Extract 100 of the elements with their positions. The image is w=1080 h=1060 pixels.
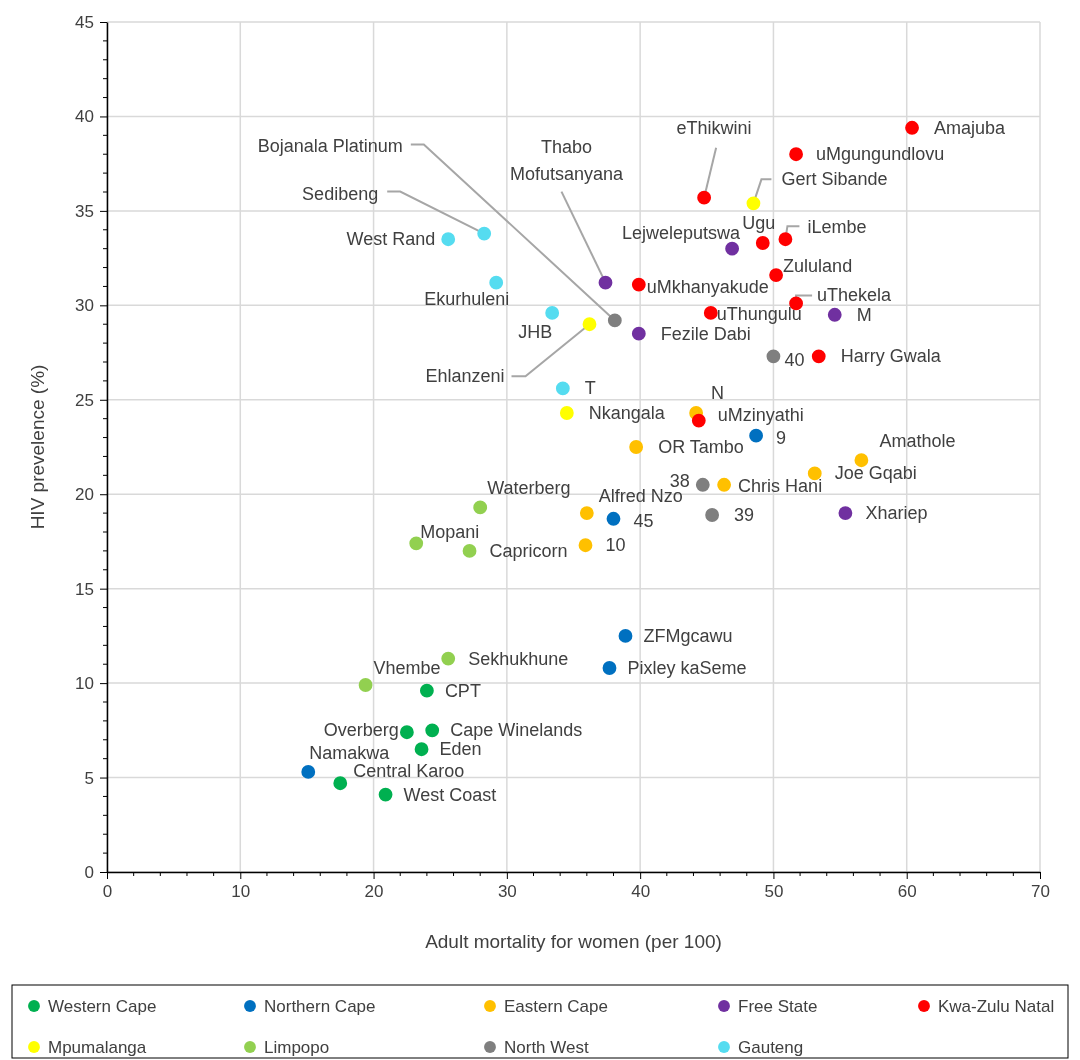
legend-label: Western Cape (48, 996, 157, 1016)
annotation: Gert Sibande (781, 169, 888, 190)
x-tick-label: 40 (631, 882, 651, 902)
point (582, 317, 597, 332)
x-tick-label: 30 (497, 882, 517, 902)
point (749, 428, 764, 443)
point (489, 275, 504, 290)
y-tick-label: 30 (75, 296, 94, 316)
annotation: Namakwa (309, 742, 391, 763)
annotation: Sedibeng (302, 183, 379, 204)
point (631, 277, 646, 292)
annotation: 45 (633, 510, 654, 531)
annotation: Capricorn (489, 540, 568, 561)
point (462, 543, 477, 558)
point (695, 477, 710, 492)
annotation: Waterberg (487, 478, 571, 499)
y-tick-label: 25 (75, 390, 94, 410)
y-tick-label: 5 (84, 768, 94, 788)
annotation: Amajuba (934, 117, 1007, 138)
point (838, 506, 853, 521)
point (697, 190, 712, 205)
legend-label: Eastern Cape (504, 996, 608, 1016)
point (399, 725, 414, 740)
point (441, 232, 456, 247)
annotation: Mopani (420, 522, 480, 543)
annotation: West Coast (403, 784, 497, 805)
point (854, 453, 869, 468)
point (618, 628, 633, 643)
x-tick-label: 60 (897, 882, 917, 902)
y-axis-title: HIV prevelence (%) (27, 364, 48, 530)
legend-label: Limpopo (264, 1037, 330, 1057)
annotation: eThikwini (676, 117, 752, 138)
x-tick-label: 20 (364, 882, 384, 902)
annotation: 40 (784, 350, 805, 371)
point (425, 723, 440, 738)
annotation: Eden (439, 739, 482, 760)
point (419, 683, 434, 698)
point (631, 326, 646, 341)
annotation: Bojanala Platinum (257, 136, 403, 157)
y-tick-label: 10 (75, 674, 94, 694)
annotation: M (856, 304, 872, 325)
annotation: uMgungundlovu (816, 144, 945, 165)
point (629, 440, 644, 454)
annotation: JHB (518, 321, 553, 342)
point (545, 305, 560, 320)
point (598, 275, 613, 290)
y-tick-label: 0 (84, 862, 94, 882)
legend-label: Kwa-Zulu Natal (938, 996, 1055, 1016)
annotation: Central Karoo (353, 761, 465, 782)
annotation: Amathole (879, 431, 956, 452)
point (607, 313, 622, 328)
point (579, 506, 594, 521)
point (755, 236, 770, 250)
annotation: uMkhanyakude (646, 276, 769, 297)
annotation: Chris Hani (738, 475, 823, 496)
annotation: Xhariep (865, 503, 928, 524)
legend-label: Gauteng (738, 1037, 804, 1057)
annotation: Thabo Mofutsanyana (509, 136, 625, 184)
annotation: 10 (605, 535, 626, 556)
annotation: Ekurhuleni (424, 288, 510, 309)
annotation: N (711, 383, 725, 403)
point (703, 305, 718, 320)
point (441, 651, 456, 666)
annotation: Vhembe (373, 658, 441, 678)
point (827, 307, 842, 322)
point (746, 196, 761, 211)
annotation: CPT (444, 680, 481, 701)
annotation: ZFMgcawu (643, 625, 733, 646)
point (717, 477, 732, 492)
point (414, 742, 429, 757)
annotation: Lejweleputswa (622, 222, 742, 243)
y-tick-label: 15 (75, 579, 94, 599)
annotation: T (584, 378, 596, 399)
point (358, 678, 373, 692)
point (811, 349, 826, 364)
y-tick-label: 40 (75, 107, 94, 127)
x-tick-label: 70 (1031, 882, 1050, 902)
annotation: Ehlanzeni (425, 366, 505, 387)
annotation: Harry Gwala (840, 346, 942, 367)
point (905, 120, 919, 135)
point (578, 538, 593, 553)
legend-label: Northern Cape (264, 996, 376, 1016)
annotation: Joe Gqabi (834, 463, 917, 484)
annotation: Ugu (742, 213, 776, 233)
point (555, 381, 570, 396)
annotation: uThungulu (716, 303, 802, 324)
point (789, 147, 803, 162)
annotation: uThekela (817, 285, 893, 306)
point (691, 413, 706, 428)
point (766, 349, 781, 364)
point (473, 500, 488, 515)
y-tick-label: 35 (75, 201, 94, 221)
annotation: Pixley kaSeme (627, 658, 747, 678)
legend-label: North West (504, 1037, 589, 1057)
legend-label: Mpumalanga (48, 1037, 147, 1057)
point (705, 508, 720, 522)
annotation: Cape Winelands (450, 720, 583, 741)
x-axis-title: Adult mortality for women (per 100) (425, 931, 722, 952)
annotation: uMzinyathi (717, 404, 804, 425)
annotation: West Rand (346, 229, 436, 250)
